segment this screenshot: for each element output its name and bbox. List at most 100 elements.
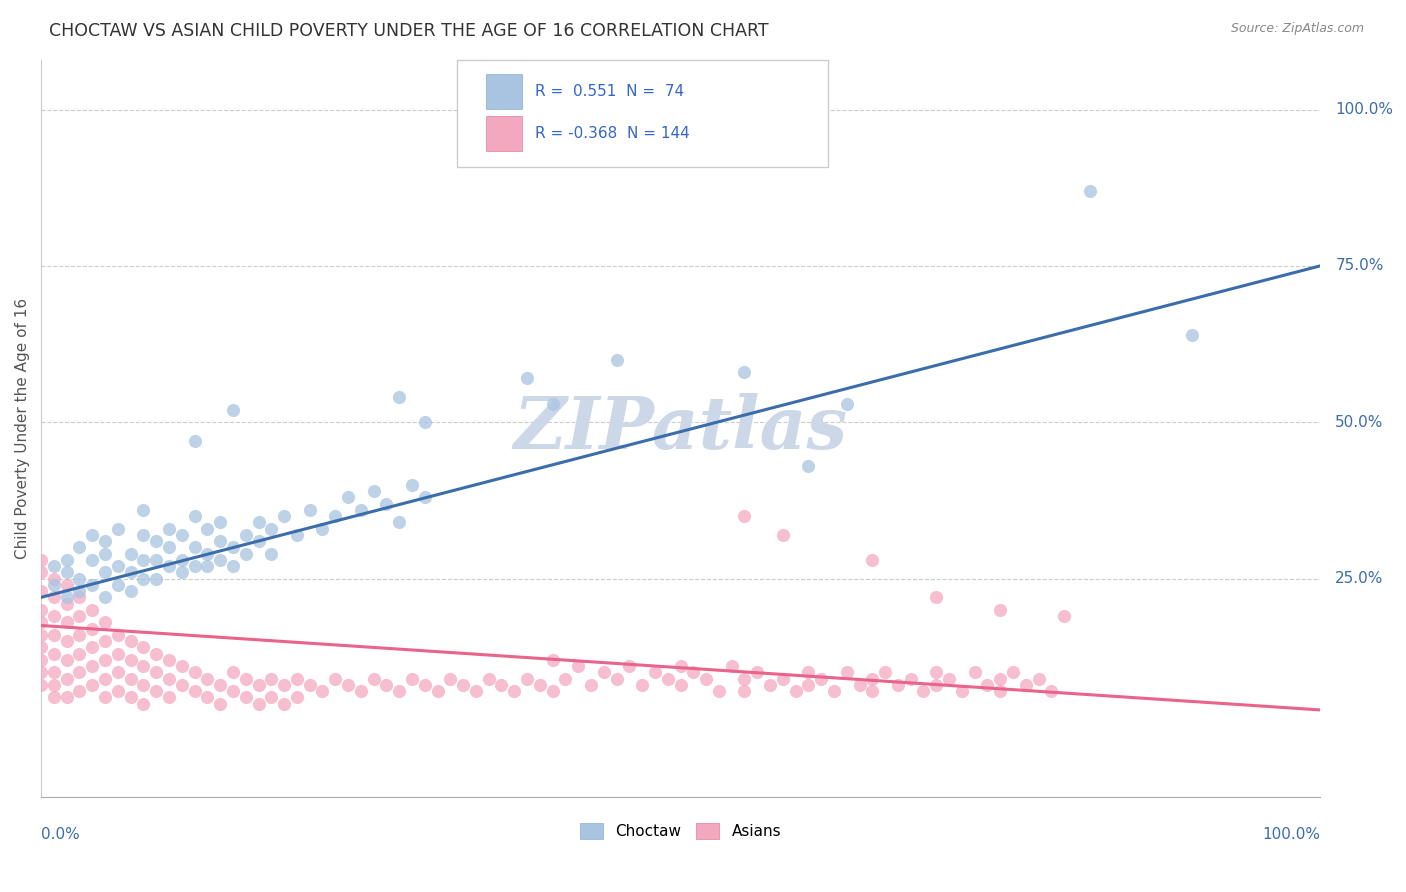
Point (963, 665, 986, 680)
Point (976, 678, 998, 692)
Point (157, 522, 180, 536)
Point (222, 665, 245, 680)
Point (120, 672, 142, 686)
Point (797, 665, 820, 680)
Point (860, 684, 883, 698)
Point (875, 665, 897, 680)
Point (132, 659, 155, 673)
Point (401, 477, 423, 491)
Point (94, 672, 117, 686)
Point (157, 559, 180, 574)
Point (592, 665, 614, 680)
Point (42, 578, 65, 592)
Point (925, 591, 948, 605)
Point (183, 434, 205, 448)
Point (323, 509, 346, 524)
Point (733, 509, 755, 524)
Point (644, 665, 666, 680)
Point (69, 591, 91, 605)
Point (260, 547, 283, 561)
Point (30, 584, 52, 599)
Point (695, 672, 717, 686)
Point (835, 665, 858, 680)
Point (132, 572, 155, 586)
Point (323, 672, 346, 686)
Point (988, 603, 1011, 617)
Point (55, 615, 77, 630)
Point (94, 566, 117, 580)
Point (42, 678, 65, 692)
Point (337, 491, 360, 505)
Point (247, 697, 270, 711)
Point (69, 572, 91, 586)
Point (988, 684, 1011, 698)
Point (209, 516, 232, 530)
Point (183, 665, 205, 680)
Point (69, 684, 91, 698)
Point (55, 672, 77, 686)
Point (260, 522, 283, 536)
Point (157, 690, 180, 705)
Point (183, 509, 205, 524)
Point (363, 672, 385, 686)
Text: R = -0.368  N = 144: R = -0.368 N = 144 (534, 126, 689, 141)
Point (107, 559, 129, 574)
Point (669, 659, 692, 673)
Text: 100.0%: 100.0% (1263, 827, 1320, 842)
Point (567, 659, 589, 673)
Point (413, 415, 436, 429)
Point (682, 665, 704, 680)
Point (900, 672, 922, 686)
Point (222, 541, 245, 555)
Point (82, 578, 104, 592)
Point (516, 672, 538, 686)
Point (69, 609, 91, 624)
Point (55, 634, 77, 648)
Point (222, 402, 245, 417)
Point (707, 684, 730, 698)
Point (235, 547, 257, 561)
Point (988, 672, 1011, 686)
Point (938, 672, 960, 686)
Point (42, 628, 65, 642)
Point (426, 684, 449, 698)
Point (772, 672, 794, 686)
Point (606, 352, 628, 367)
Point (1040, 684, 1063, 698)
Point (107, 684, 129, 698)
Point (950, 684, 973, 698)
Point (298, 503, 321, 517)
Point (170, 528, 193, 542)
Point (350, 503, 373, 517)
Point (439, 672, 461, 686)
Point (733, 684, 755, 698)
Point (30, 566, 52, 580)
Y-axis label: Child Poverty Under the Age of 16: Child Poverty Under the Age of 16 (15, 298, 30, 559)
FancyBboxPatch shape (486, 116, 522, 151)
Point (157, 672, 180, 686)
Point (145, 572, 167, 586)
Point (848, 678, 870, 692)
Point (823, 684, 845, 698)
Point (835, 396, 858, 410)
Point (55, 690, 77, 705)
Point (69, 628, 91, 642)
Point (606, 672, 628, 686)
Point (209, 697, 232, 711)
Text: 0.0%: 0.0% (41, 827, 80, 842)
Point (132, 553, 155, 567)
Point (120, 690, 142, 705)
Point (363, 484, 385, 499)
Point (413, 678, 436, 692)
Point (55, 653, 77, 667)
Point (273, 678, 295, 692)
Point (82, 659, 104, 673)
Point (797, 458, 820, 473)
Point (529, 678, 551, 692)
Point (55, 578, 77, 592)
Point (298, 678, 321, 692)
Point (464, 684, 486, 698)
Point (120, 566, 142, 580)
Point (541, 684, 564, 698)
Point (145, 684, 167, 698)
